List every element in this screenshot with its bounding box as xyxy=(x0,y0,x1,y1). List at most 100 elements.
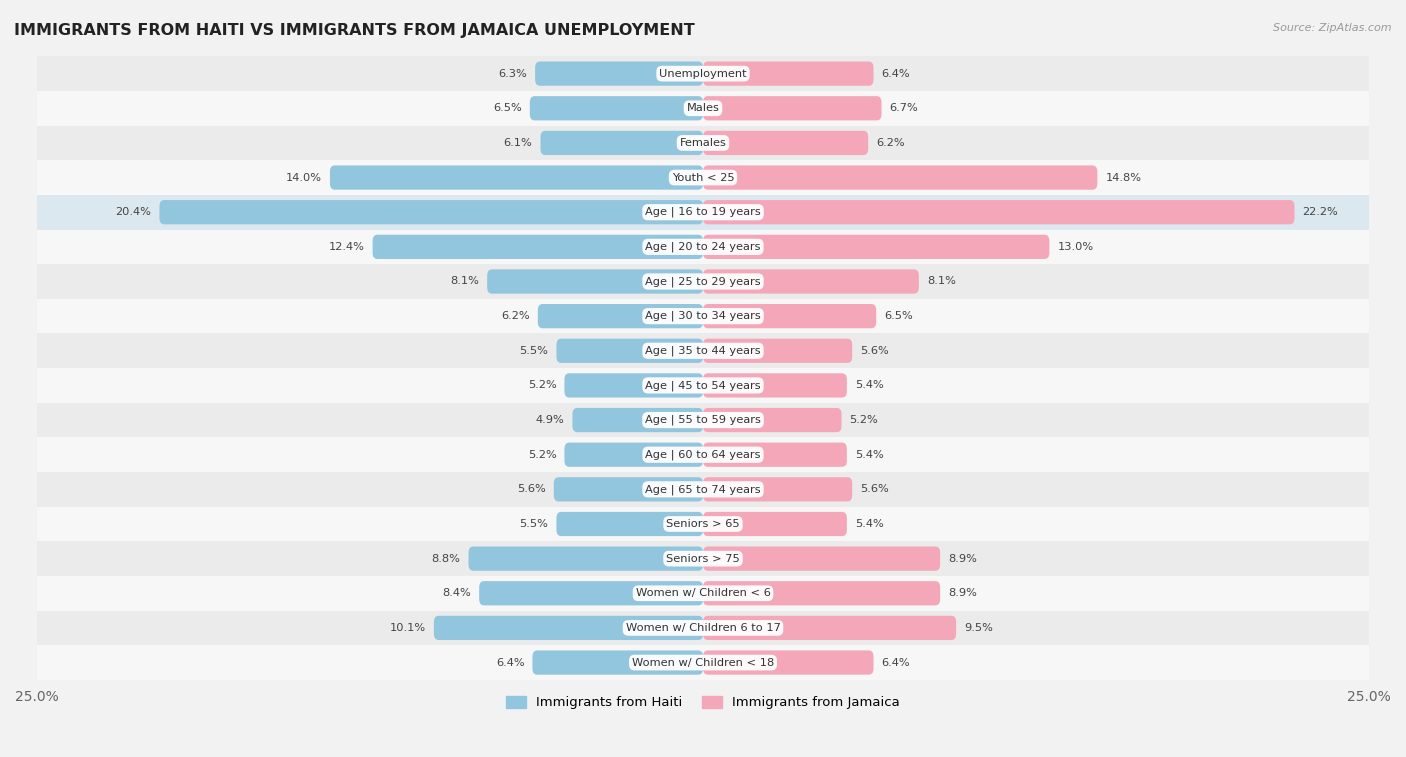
FancyBboxPatch shape xyxy=(330,166,703,190)
FancyBboxPatch shape xyxy=(703,615,956,640)
Text: 8.9%: 8.9% xyxy=(948,553,977,564)
FancyBboxPatch shape xyxy=(703,581,941,606)
Text: Seniors > 75: Seniors > 75 xyxy=(666,553,740,564)
FancyBboxPatch shape xyxy=(703,235,1049,259)
Text: 5.5%: 5.5% xyxy=(520,519,548,529)
Text: 6.4%: 6.4% xyxy=(882,658,910,668)
Text: 8.1%: 8.1% xyxy=(450,276,479,286)
FancyBboxPatch shape xyxy=(159,200,703,224)
FancyBboxPatch shape xyxy=(572,408,703,432)
Bar xyxy=(37,576,1369,611)
FancyBboxPatch shape xyxy=(434,615,703,640)
FancyBboxPatch shape xyxy=(538,304,703,329)
FancyBboxPatch shape xyxy=(564,373,703,397)
Bar xyxy=(37,126,1369,160)
FancyBboxPatch shape xyxy=(703,338,852,363)
Bar xyxy=(37,472,1369,506)
FancyBboxPatch shape xyxy=(536,61,703,86)
FancyBboxPatch shape xyxy=(373,235,703,259)
Text: 6.4%: 6.4% xyxy=(496,658,524,668)
Bar xyxy=(37,645,1369,680)
FancyBboxPatch shape xyxy=(554,477,703,501)
Text: 5.5%: 5.5% xyxy=(520,346,548,356)
Bar xyxy=(37,160,1369,195)
Text: 13.0%: 13.0% xyxy=(1057,241,1094,252)
Text: 14.8%: 14.8% xyxy=(1105,173,1142,182)
Text: Age | 20 to 24 years: Age | 20 to 24 years xyxy=(645,241,761,252)
Text: 5.6%: 5.6% xyxy=(860,484,889,494)
FancyBboxPatch shape xyxy=(479,581,703,606)
FancyBboxPatch shape xyxy=(703,269,920,294)
Text: Unemployment: Unemployment xyxy=(659,69,747,79)
FancyBboxPatch shape xyxy=(703,200,1295,224)
FancyBboxPatch shape xyxy=(703,408,842,432)
Legend: Immigrants from Haiti, Immigrants from Jamaica: Immigrants from Haiti, Immigrants from J… xyxy=(501,690,905,715)
Text: 5.2%: 5.2% xyxy=(849,415,879,425)
Text: 6.5%: 6.5% xyxy=(884,311,912,321)
Text: 6.2%: 6.2% xyxy=(876,138,905,148)
Bar xyxy=(37,195,1369,229)
FancyBboxPatch shape xyxy=(703,443,846,467)
FancyBboxPatch shape xyxy=(703,96,882,120)
Text: Youth < 25: Youth < 25 xyxy=(672,173,734,182)
FancyBboxPatch shape xyxy=(703,512,846,536)
Text: Age | 30 to 34 years: Age | 30 to 34 years xyxy=(645,311,761,322)
Bar xyxy=(37,264,1369,299)
Text: 8.1%: 8.1% xyxy=(927,276,956,286)
FancyBboxPatch shape xyxy=(703,477,852,501)
Text: Age | 16 to 19 years: Age | 16 to 19 years xyxy=(645,207,761,217)
Bar xyxy=(37,299,1369,333)
Text: Women w/ Children 6 to 17: Women w/ Children 6 to 17 xyxy=(626,623,780,633)
Text: 4.9%: 4.9% xyxy=(536,415,564,425)
FancyBboxPatch shape xyxy=(564,443,703,467)
FancyBboxPatch shape xyxy=(703,166,1097,190)
FancyBboxPatch shape xyxy=(557,338,703,363)
Text: 5.4%: 5.4% xyxy=(855,519,883,529)
Text: 5.2%: 5.2% xyxy=(527,450,557,459)
Text: 22.2%: 22.2% xyxy=(1302,207,1339,217)
Bar xyxy=(37,541,1369,576)
Text: 8.8%: 8.8% xyxy=(432,553,461,564)
Text: 20.4%: 20.4% xyxy=(115,207,152,217)
FancyBboxPatch shape xyxy=(703,547,941,571)
Text: Age | 25 to 29 years: Age | 25 to 29 years xyxy=(645,276,761,287)
Text: 6.1%: 6.1% xyxy=(503,138,533,148)
Text: Women w/ Children < 6: Women w/ Children < 6 xyxy=(636,588,770,598)
Text: Source: ZipAtlas.com: Source: ZipAtlas.com xyxy=(1274,23,1392,33)
Bar xyxy=(37,368,1369,403)
Text: Age | 60 to 64 years: Age | 60 to 64 years xyxy=(645,450,761,460)
FancyBboxPatch shape xyxy=(703,373,846,397)
Text: 5.4%: 5.4% xyxy=(855,381,883,391)
Text: Males: Males xyxy=(686,103,720,114)
Text: Age | 35 to 44 years: Age | 35 to 44 years xyxy=(645,345,761,356)
Bar xyxy=(37,506,1369,541)
Text: Age | 65 to 74 years: Age | 65 to 74 years xyxy=(645,484,761,494)
Bar xyxy=(37,195,1369,229)
Text: 14.0%: 14.0% xyxy=(285,173,322,182)
Text: Females: Females xyxy=(679,138,727,148)
Text: Women w/ Children < 18: Women w/ Children < 18 xyxy=(631,658,775,668)
Text: 8.4%: 8.4% xyxy=(443,588,471,598)
FancyBboxPatch shape xyxy=(486,269,703,294)
FancyBboxPatch shape xyxy=(557,512,703,536)
Text: Age | 55 to 59 years: Age | 55 to 59 years xyxy=(645,415,761,425)
Text: 5.6%: 5.6% xyxy=(860,346,889,356)
Bar xyxy=(37,438,1369,472)
Text: Seniors > 65: Seniors > 65 xyxy=(666,519,740,529)
FancyBboxPatch shape xyxy=(468,547,703,571)
Text: Age | 45 to 54 years: Age | 45 to 54 years xyxy=(645,380,761,391)
FancyBboxPatch shape xyxy=(540,131,703,155)
Text: 12.4%: 12.4% xyxy=(329,241,364,252)
Text: IMMIGRANTS FROM HAITI VS IMMIGRANTS FROM JAMAICA UNEMPLOYMENT: IMMIGRANTS FROM HAITI VS IMMIGRANTS FROM… xyxy=(14,23,695,38)
Bar xyxy=(37,91,1369,126)
Text: 6.2%: 6.2% xyxy=(501,311,530,321)
FancyBboxPatch shape xyxy=(530,96,703,120)
Text: 5.2%: 5.2% xyxy=(527,381,557,391)
Text: 6.7%: 6.7% xyxy=(890,103,918,114)
Text: 10.1%: 10.1% xyxy=(389,623,426,633)
FancyBboxPatch shape xyxy=(703,61,873,86)
Text: 6.5%: 6.5% xyxy=(494,103,522,114)
Text: 5.4%: 5.4% xyxy=(855,450,883,459)
FancyBboxPatch shape xyxy=(703,304,876,329)
Bar xyxy=(37,56,1369,91)
